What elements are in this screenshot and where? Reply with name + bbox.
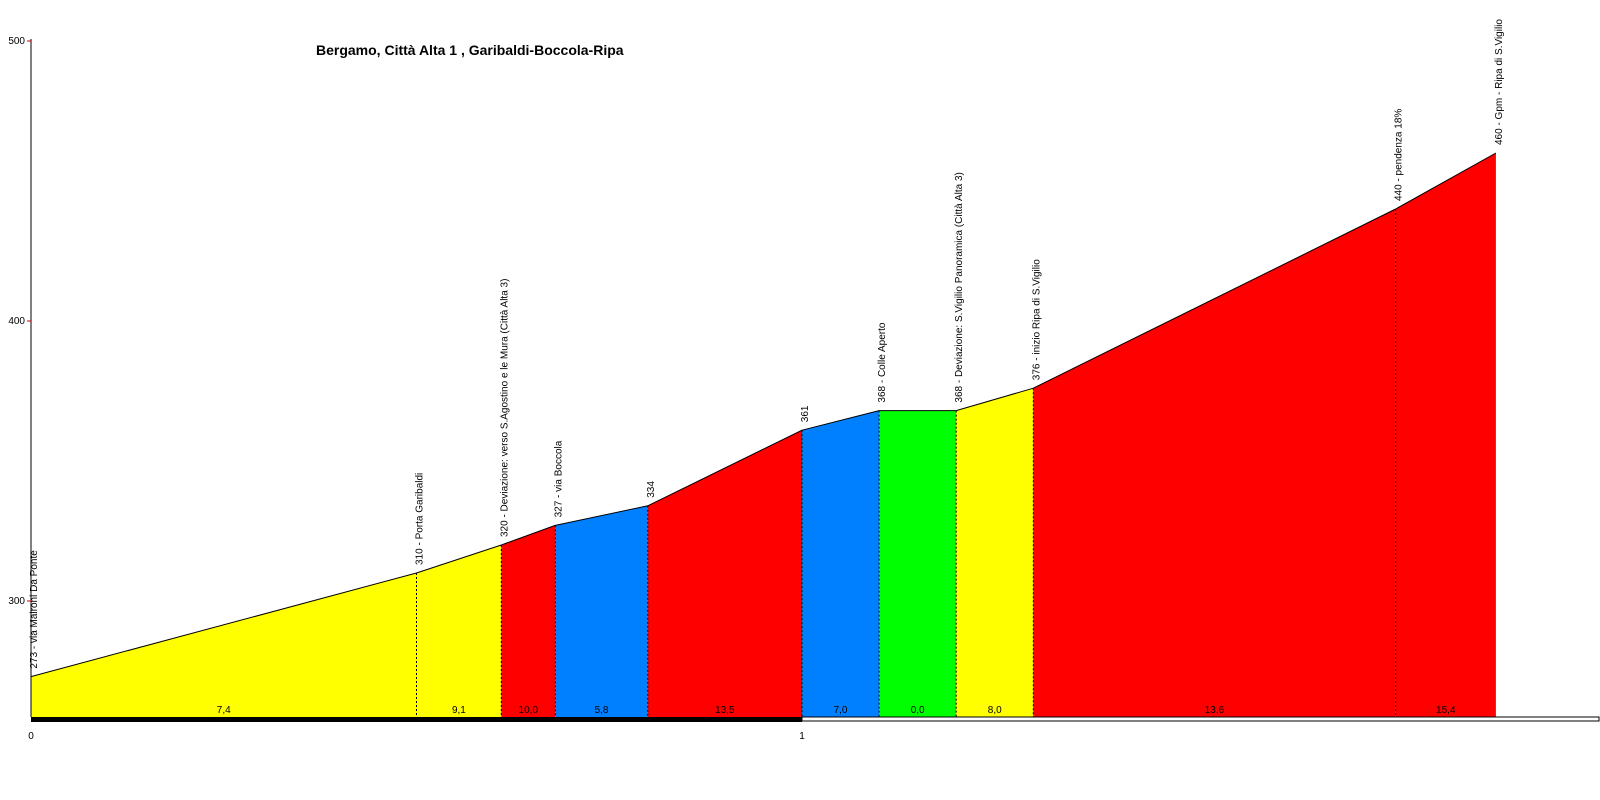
profile-top-edge bbox=[1395, 152, 1497, 210]
x-axis-scale-bar bbox=[801, 716, 1600, 722]
segment-gradient-label: 15,4 bbox=[1436, 705, 1456, 716]
y-tick-label: 500 bbox=[8, 36, 25, 47]
waypoint-label: 310 - Porta Garibaldi bbox=[415, 473, 426, 565]
profile-top-edge bbox=[416, 544, 502, 574]
segment-gradient-label: 9,1 bbox=[452, 705, 466, 716]
chart-title: Bergamo, Città Alta 1 , Garibaldi-Boccol… bbox=[316, 42, 624, 58]
x-tick-label: 1 bbox=[799, 731, 805, 742]
waypoint-label: 334 bbox=[646, 481, 657, 498]
profile-top-edge bbox=[30, 572, 417, 678]
profile-segment bbox=[647, 430, 802, 717]
waypoint-label: 368 - Deviazione: S.Vigilio Panoramica (… bbox=[954, 172, 965, 402]
segment-gradient-label: 7,0 bbox=[834, 705, 848, 716]
profile-segment bbox=[555, 505, 648, 717]
profile-top-edge bbox=[501, 524, 556, 546]
segment-gradient-label: 13,5 bbox=[715, 705, 735, 716]
y-tick-label: 300 bbox=[8, 596, 25, 607]
segment-gradient-label: 13,6 bbox=[1205, 705, 1225, 716]
profile-segment bbox=[1395, 153, 1496, 717]
waypoint-label: 361 bbox=[800, 405, 811, 422]
profile-segment bbox=[31, 573, 417, 717]
x-tick-label: 0 bbox=[28, 731, 34, 742]
waypoint-label: 376 - inizio Ripa di S.Vigilio bbox=[1031, 259, 1042, 380]
waypoint-label: 320 - Deviazione: verso S.Agostino e le … bbox=[499, 279, 510, 537]
segment-gradient-label: 8,0 bbox=[988, 705, 1002, 716]
profile-segment bbox=[1033, 209, 1396, 717]
profile-top-edge bbox=[647, 429, 803, 507]
segment-gradient-label: 10,0 bbox=[519, 705, 539, 716]
profile-top-edge bbox=[801, 410, 880, 431]
segment-gradient-label: 7,4 bbox=[217, 705, 231, 716]
point-labels: 273 - via Maironi Da Ponte 310 - Porta Ga… bbox=[29, 19, 1505, 669]
profile-top-edge bbox=[1033, 208, 1396, 389]
profile-segment bbox=[416, 545, 502, 717]
profile-segment bbox=[802, 410, 880, 717]
waypoint-label: 273 - via Maironi Da Ponte bbox=[29, 550, 40, 669]
profile-top-edge bbox=[956, 387, 1034, 412]
waypoint-label: 368 - Colle Aperto bbox=[877, 322, 888, 402]
waypoint-label: 327 - via Boccola bbox=[553, 440, 564, 517]
profile-segment bbox=[501, 525, 556, 717]
segment-gradient-label: 5,8 bbox=[595, 705, 609, 716]
axes: 300 400 500 0 1 bbox=[8, 36, 1600, 742]
profile-segments: 7,4 9,1 10,0 5,8 13,5 7,0 0,0 8,0 13,6 15,4 bbox=[30, 152, 1497, 717]
y-tick-label: 400 bbox=[8, 316, 25, 327]
waypoint-label: 440 - pendenza 18% bbox=[1394, 109, 1405, 201]
profile-segment bbox=[956, 388, 1034, 717]
waypoint-label: 460 - Gpm - Ripa di S.Vigilio bbox=[1494, 19, 1505, 145]
profile-segment bbox=[879, 410, 957, 717]
x-axis-scale-bar bbox=[31, 717, 802, 722]
profile-top-edge bbox=[555, 505, 648, 526]
segment-gradient-label: 0,0 bbox=[911, 705, 925, 716]
